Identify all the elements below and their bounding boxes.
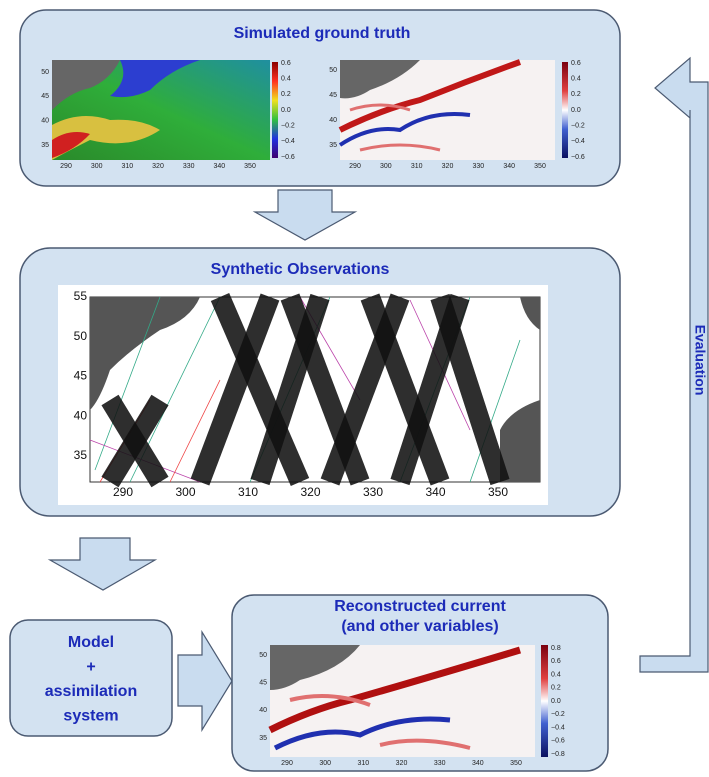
y-tick-label: 45 <box>74 369 88 383</box>
x-tick-label: 300 <box>91 163 103 170</box>
y-tick-label: 50 <box>74 329 88 343</box>
x-tick-label: 330 <box>434 760 446 767</box>
reconstruction-title: Reconstructed current <box>334 598 506 615</box>
arrow-down <box>255 190 355 240</box>
y-tick-label: 45 <box>259 680 267 687</box>
x-tick-label: 350 <box>510 760 522 767</box>
x-tick-label: 330 <box>183 163 195 170</box>
observations-title: Synthetic Observations <box>211 261 390 278</box>
colorbar-label: 0.6 <box>551 658 561 665</box>
x-tick-label: 290 <box>349 163 361 170</box>
reconstruction-title: (and other variables) <box>341 618 498 635</box>
model-text: + <box>86 659 95 676</box>
colorbar-label: 0.2 <box>571 91 581 98</box>
y-tick-label: 35 <box>41 142 49 149</box>
x-tick-label: 300 <box>175 485 195 499</box>
colorbar-label: 0.2 <box>281 91 291 98</box>
colorbar-label: −0.4 <box>281 138 295 145</box>
model-text: Model <box>68 634 114 651</box>
map-ssh <box>52 60 278 160</box>
map-vorticity-truth <box>340 60 568 160</box>
x-tick-label: 310 <box>357 760 369 767</box>
y-tick-label: 45 <box>41 93 49 100</box>
x-tick-label: 330 <box>363 485 383 499</box>
colorbar-label: 0.6 <box>281 60 291 67</box>
arrow-right <box>178 632 232 730</box>
x-tick-label: 310 <box>121 163 133 170</box>
colorbar-label: 0.0 <box>571 107 581 114</box>
colorbar-label: −0.8 <box>551 751 565 758</box>
x-tick-label: 320 <box>442 163 454 170</box>
x-tick-label: 320 <box>396 760 408 767</box>
x-tick-label: 310 <box>238 485 258 499</box>
colorbar-label: 0.0 <box>551 698 561 705</box>
x-tick-label: 290 <box>60 163 72 170</box>
y-tick-label: 55 <box>74 289 88 303</box>
x-tick-label: 350 <box>534 163 546 170</box>
colorbar-label: 0.6 <box>571 60 581 67</box>
x-tick-label: 340 <box>503 163 515 170</box>
arrow-down <box>50 538 155 590</box>
x-tick-label: 350 <box>244 163 256 170</box>
model-text: assimilation <box>45 683 137 700</box>
y-tick-label: 50 <box>259 652 267 659</box>
colorbar-label: −0.2 <box>281 123 295 130</box>
colorbar-label: 0.2 <box>551 685 561 692</box>
y-tick-label: 35 <box>329 142 337 149</box>
colorbar-label: −0.2 <box>571 123 585 130</box>
x-tick-label: 340 <box>213 163 225 170</box>
colorbar-label: 0.4 <box>551 671 561 678</box>
x-tick-label: 300 <box>319 760 331 767</box>
colorbar-label: −0.4 <box>571 138 585 145</box>
ground-truth-title: Simulated ground truth <box>234 25 411 42</box>
x-tick-label: 290 <box>281 760 293 767</box>
x-tick-label: 340 <box>472 760 484 767</box>
y-tick-label: 50 <box>329 67 337 74</box>
x-tick-label: 290 <box>113 485 133 499</box>
y-tick-label: 40 <box>41 118 49 125</box>
y-tick-label: 40 <box>74 408 88 422</box>
x-tick-label: 320 <box>152 163 164 170</box>
y-tick-label: 35 <box>74 448 88 462</box>
colorbar-label: −0.6 <box>551 738 565 745</box>
colorbar-label: 0.4 <box>281 76 291 83</box>
x-tick-label: 300 <box>380 163 392 170</box>
colorbar-label: 0.8 <box>551 645 561 652</box>
model-text: system <box>63 708 118 725</box>
evaluation-label: Evaluation <box>692 325 708 396</box>
colorbar-label: −0.2 <box>551 711 565 718</box>
diagram: Simulated ground truth Synthetic Observa… <box>0 0 709 777</box>
x-tick-label: 330 <box>472 163 484 170</box>
colorbar-label: 0.0 <box>281 107 291 114</box>
x-tick-label: 320 <box>300 485 320 499</box>
x-tick-label: 340 <box>425 485 445 499</box>
y-tick-label: 50 <box>41 69 49 76</box>
x-tick-label: 310 <box>411 163 423 170</box>
colorbar-label: −0.6 <box>571 154 585 161</box>
map-observations <box>90 297 540 482</box>
x-tick-label: 350 <box>488 485 508 499</box>
y-tick-label: 35 <box>259 735 267 742</box>
y-tick-label: 40 <box>259 707 267 714</box>
y-tick-label: 45 <box>329 92 337 99</box>
y-tick-label: 40 <box>329 117 337 124</box>
colorbar-label: 0.4 <box>571 76 581 83</box>
colorbar-label: −0.6 <box>281 154 295 161</box>
map-vorticity-reconstructed <box>270 645 548 757</box>
colorbar-label: −0.4 <box>551 724 565 731</box>
